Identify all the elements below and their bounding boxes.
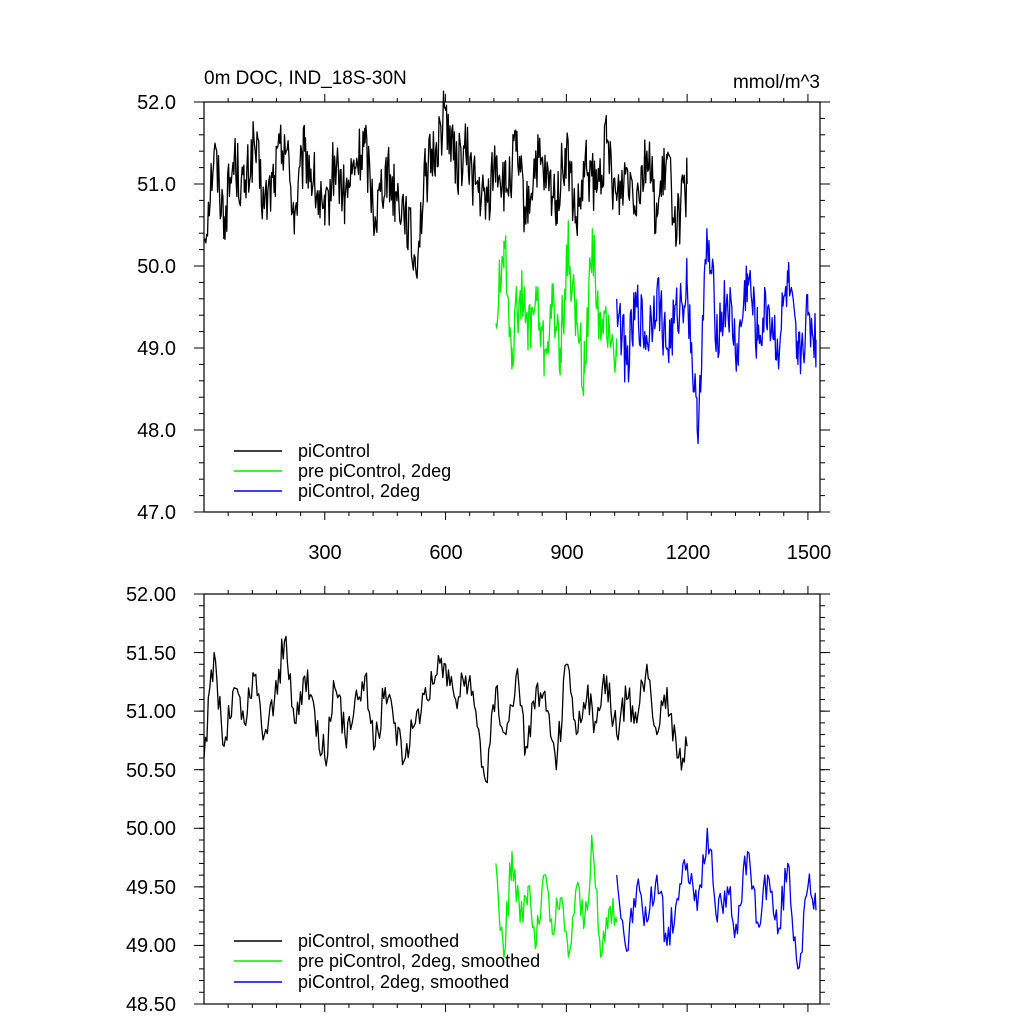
y-tick-label: 50.00 (126, 818, 176, 840)
legend-entry: piControl, 2deg, smoothed (298, 972, 509, 992)
y-tick-label: 47.0 (137, 502, 176, 524)
y-tick-label: 50.50 (126, 760, 176, 782)
bottom-axis-frame (203, 593, 821, 1005)
bottom-y-tick-labels: 52.00 51.50 51.00 50.50 50.00 49.50 49.0… (126, 584, 176, 1016)
y-tick-label: 52.0 (137, 92, 176, 114)
bottom-ticks (194, 586, 830, 1012)
top-ticks (194, 94, 830, 520)
top-y-tick-labels: 52.0 51.0 50.0 49.0 48.0 47.0 (137, 92, 176, 524)
y-tick-label: 51.0 (137, 174, 176, 196)
series-line-2 (495, 834, 618, 958)
y-tick-label: 51.00 (126, 701, 176, 723)
y-tick-label: 50.0 (137, 256, 176, 278)
bottom-panel: 52.00 51.50 51.00 50.50 50.00 49.50 49.0… (126, 584, 830, 1016)
bottom-plot-area (203, 635, 817, 970)
top-legend: piControl pre piControl, 2deg piControl,… (234, 441, 451, 501)
x-tick-label: 600 (429, 542, 462, 564)
units-label: mmol/m^3 (733, 72, 820, 93)
legend-entry: pre piControl, 2deg (298, 461, 451, 481)
series-line-1 (203, 90, 688, 279)
x-tick-label: 900 (550, 542, 583, 564)
y-tick-label: 49.50 (126, 877, 176, 899)
top-axis-frame (203, 101, 821, 513)
top-plot-area (203, 90, 817, 445)
y-tick-label: 52.00 (126, 584, 176, 606)
y-tick-label: 48.0 (137, 420, 176, 442)
legend-entry: piControl, 2deg (298, 481, 420, 501)
chart-title: 0m DOC, IND_18S-30N (204, 68, 407, 89)
series-line-3 (616, 228, 817, 445)
top-panel: 0m DOC, IND_18S-30N mmol/m^3 52.0 51.0 5… (137, 68, 831, 564)
legend-entry: pre piControl, 2deg, smoothed (298, 951, 540, 971)
x-tick-label: 300 (308, 542, 341, 564)
y-tick-label: 49.00 (126, 935, 176, 957)
y-tick-label: 49.0 (137, 338, 176, 360)
top-x-tick-labels: 300 600 900 1200 1500 (308, 542, 831, 564)
x-tick-label: 1200 (666, 542, 711, 564)
series-line-2 (495, 220, 618, 397)
series-line-3 (616, 827, 817, 970)
y-tick-label: 51.50 (126, 643, 176, 665)
x-tick-label: 1500 (787, 542, 832, 564)
series-line-1 (203, 635, 688, 784)
legend-entry: piControl, smoothed (298, 931, 459, 951)
y-tick-label: 48.50 (126, 994, 176, 1016)
bottom-legend: piControl, smoothed pre piControl, 2deg,… (234, 931, 540, 992)
legend-entry: piControl (298, 441, 370, 461)
